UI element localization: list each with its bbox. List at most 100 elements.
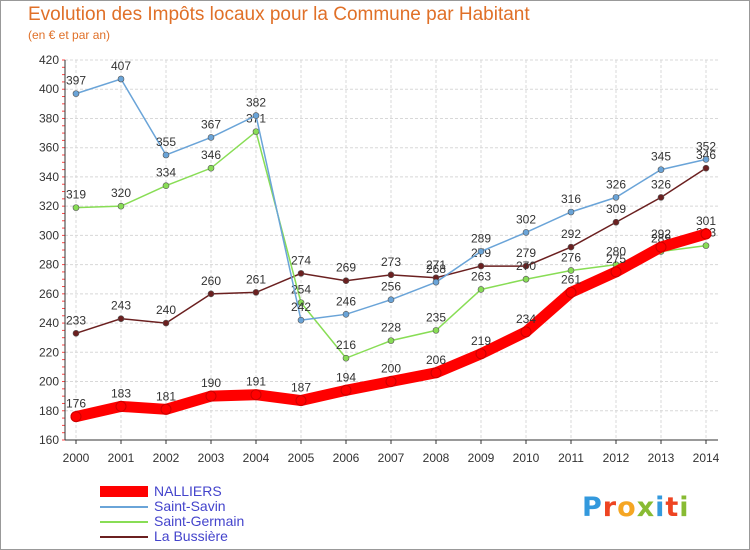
legend-item-saint-germain[interactable]: Saint-Germain <box>100 514 244 529</box>
data-label-la-bussi-re: 274 <box>291 253 311 267</box>
data-point-nalliers <box>565 286 577 298</box>
data-point-saint-savin <box>207 134 215 141</box>
x-tick-label: 2007 <box>378 451 405 465</box>
data-point-saint-germain <box>477 286 485 293</box>
data-point-saint-germain <box>297 299 305 306</box>
x-tick-label: 2002 <box>153 451 180 465</box>
x-tick-label: 2006 <box>333 451 360 465</box>
data-label-saint-savin: 326 <box>606 177 626 191</box>
legend-label-la-bussiere: La Bussière <box>154 528 228 544</box>
data-point-saint-savin <box>567 208 575 216</box>
data-point-saint-germain <box>162 182 170 189</box>
data-point-saint-savin <box>252 112 260 119</box>
data-label-saint-savin: 268 <box>426 262 446 276</box>
data-label-nalliers: 261 <box>561 272 581 286</box>
data-point-la-bussi-re <box>477 262 485 270</box>
data-point-nalliers <box>385 376 397 388</box>
data-label-la-bussi-re: 326 <box>651 177 671 191</box>
data-label-saint-germain: 320 <box>111 186 131 200</box>
y-tick-label: 220 <box>39 345 59 359</box>
legend-item-la-bussiere[interactable]: La Bussière <box>100 529 244 544</box>
data-label-la-bussi-re: 233 <box>66 313 86 327</box>
data-point-la-bussi-re <box>117 315 125 322</box>
data-point-la-bussi-re <box>702 164 710 172</box>
legend-swatch-saint-germain <box>100 520 148 523</box>
data-label-saint-savin: 352 <box>696 139 716 153</box>
data-label-nalliers: 187 <box>291 381 311 395</box>
data-label-saint-savin: 316 <box>561 192 581 206</box>
data-point-saint-savin <box>432 278 440 286</box>
data-point-nalliers <box>610 266 622 278</box>
data-label-la-bussi-re: 269 <box>336 261 356 275</box>
data-point-nalliers <box>205 390 217 402</box>
y-tick-label: 200 <box>39 375 59 389</box>
data-point-saint-germain <box>387 337 395 344</box>
chart-title: Evolution des Impôts locaux pour la Comm… <box>28 4 530 25</box>
data-label-saint-germain: 254 <box>291 283 311 297</box>
x-tick-label: 2013 <box>648 451 675 465</box>
data-label-saint-savin: 382 <box>246 96 266 110</box>
data-point-la-bussi-re <box>612 218 620 226</box>
x-tick-label: 2003 <box>198 451 225 465</box>
data-label-la-bussi-re: 279 <box>516 246 536 260</box>
chart-subtitle: (en € et par an) <box>28 28 111 42</box>
y-tick-label: 160 <box>39 433 59 447</box>
data-point-saint-germain <box>342 354 350 362</box>
data-label-nalliers: 176 <box>66 397 86 411</box>
data-label-la-bussi-re: 292 <box>561 227 581 241</box>
y-tick-label: 280 <box>39 258 59 272</box>
logo-letter: t <box>665 492 680 523</box>
x-tick-label: 2005 <box>288 451 315 465</box>
data-point-saint-savin <box>657 166 665 173</box>
data-label-nalliers: 181 <box>156 389 176 403</box>
y-tick-label: 320 <box>39 199 59 213</box>
data-label-saint-savin: 367 <box>201 117 221 131</box>
data-label-saint-germain: 319 <box>66 188 86 202</box>
data-label-saint-germain: 263 <box>471 269 491 283</box>
logo-letter: x <box>636 492 656 523</box>
data-label-nalliers: 190 <box>201 376 221 390</box>
data-point-nalliers <box>475 348 487 360</box>
legend: NALLIERS Saint-Savin Saint-Germain La Bu… <box>100 484 244 544</box>
data-point-nalliers <box>430 367 442 379</box>
data-label-la-bussi-re: 260 <box>201 274 221 288</box>
data-label-saint-germain: 346 <box>201 148 221 162</box>
logo-letter: i <box>679 492 690 523</box>
data-label-nalliers: 206 <box>426 353 446 367</box>
y-tick-label: 400 <box>39 82 59 96</box>
data-label-saint-germain: 235 <box>426 310 446 324</box>
x-tick-label: 2000 <box>63 451 90 465</box>
data-point-saint-savin <box>522 229 530 236</box>
y-tick-label: 240 <box>39 316 59 330</box>
data-point-nalliers <box>295 395 307 407</box>
y-tick-label: 300 <box>39 228 59 242</box>
data-label-la-bussi-re: 240 <box>156 303 176 317</box>
y-tick-label: 360 <box>39 141 59 155</box>
y-tick-label: 180 <box>39 404 59 418</box>
data-point-la-bussi-re <box>522 262 530 270</box>
data-label-saint-savin: 256 <box>381 280 401 294</box>
data-point-saint-germain <box>702 242 710 249</box>
legend-item-nalliers[interactable]: NALLIERS <box>100 484 244 499</box>
data-label-saint-germain: 270 <box>516 259 536 273</box>
logo-letter: P <box>582 492 603 523</box>
data-label-la-bussi-re: 273 <box>381 255 401 269</box>
data-point-saint-germain <box>117 202 125 210</box>
data-point-saint-germain <box>567 267 575 274</box>
legend-label-nalliers: NALLIERS <box>154 483 222 499</box>
data-point-saint-germain <box>522 275 530 283</box>
legend-swatch-saint-savin <box>100 505 148 508</box>
data-point-nalliers <box>340 384 352 396</box>
data-point-nalliers <box>160 403 172 415</box>
data-label-saint-savin: 289 <box>471 231 491 245</box>
data-point-saint-germain <box>207 164 215 172</box>
data-point-la-bussi-re <box>342 277 350 284</box>
data-point-saint-savin <box>162 151 170 159</box>
data-point-nalliers <box>115 400 127 412</box>
legend-item-saint-savin[interactable]: Saint-Savin <box>100 499 244 514</box>
data-label-saint-germain: 280 <box>606 245 626 259</box>
data-point-la-bussi-re <box>567 243 575 251</box>
data-point-saint-savin <box>72 90 80 97</box>
data-point-saint-savin <box>612 194 620 201</box>
